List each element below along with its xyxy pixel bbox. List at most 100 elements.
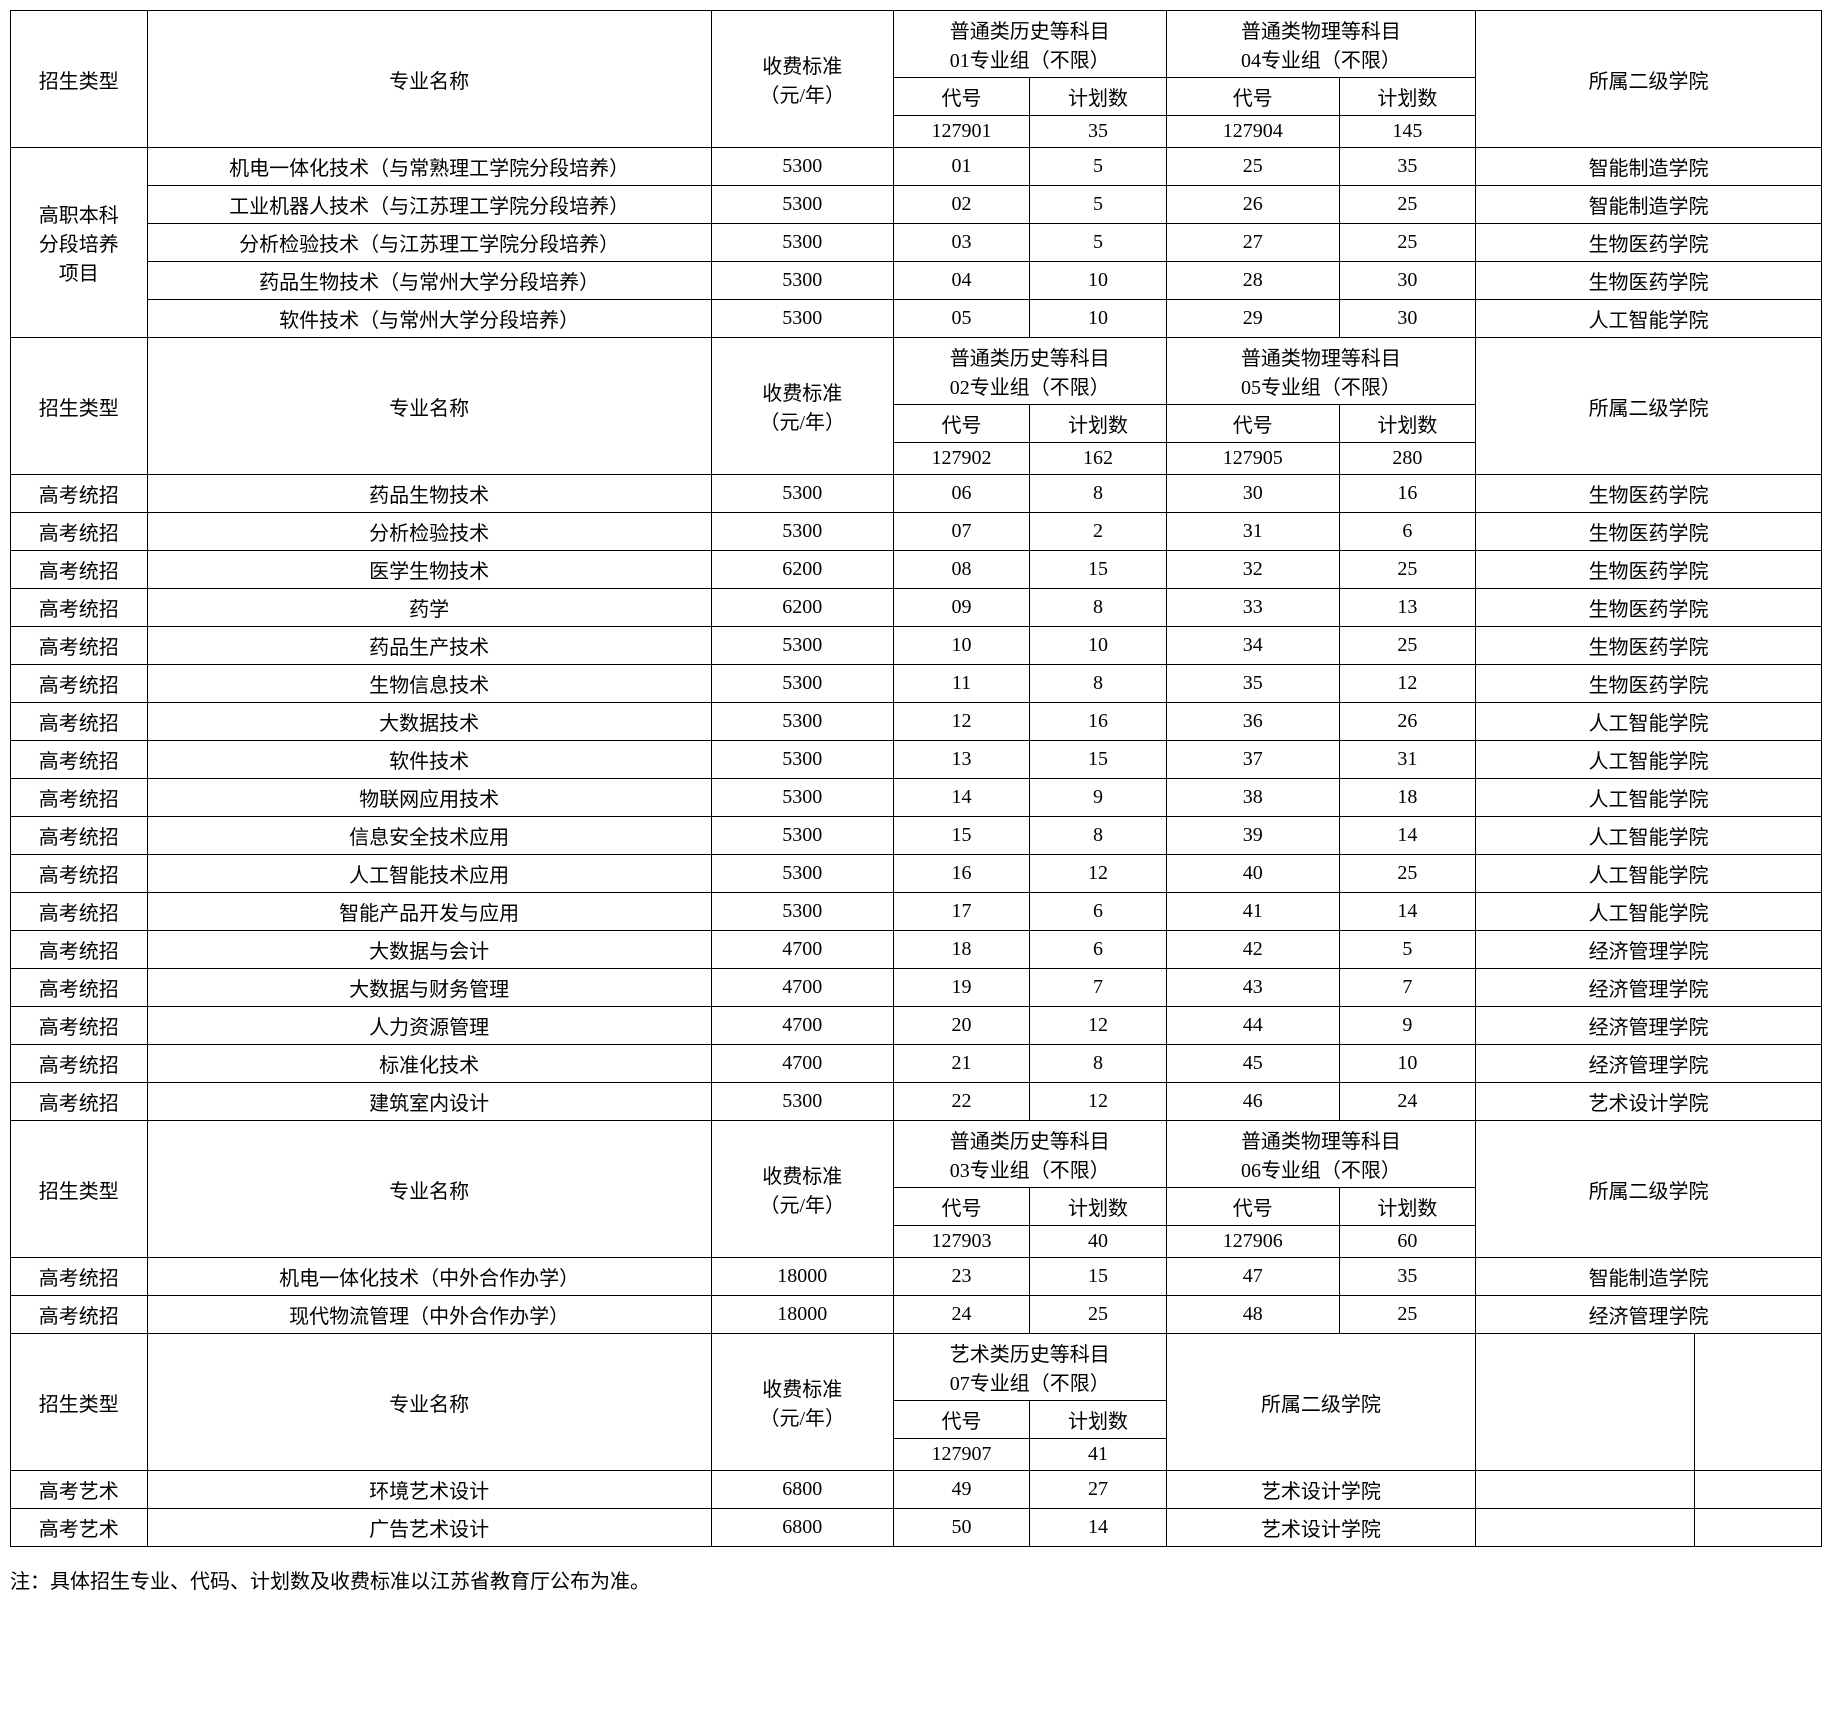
cell-pa: 10	[1030, 627, 1167, 665]
hdr-g07: 艺术类历史等科目07专业组（不限）	[893, 1334, 1166, 1401]
s1-gcode-a: 127901	[893, 116, 1030, 148]
cell-col: 生物医药学院	[1476, 224, 1822, 262]
cell-fee: 5300	[711, 817, 893, 855]
s3-type: 高考统招	[11, 1296, 148, 1334]
hdr-type: 招生类型	[11, 338, 148, 475]
hdr-code: 代号	[893, 1188, 1030, 1226]
s2-type: 高考统招	[11, 703, 148, 741]
cell-cb: 26	[1166, 186, 1339, 224]
cell-ca: 19	[893, 969, 1030, 1007]
hdr-plan: 计划数	[1030, 1401, 1167, 1439]
cell-major: 建筑室内设计	[147, 1083, 711, 1121]
cell-col: 生物医药学院	[1476, 475, 1822, 513]
cell-major: 药品生产技术	[147, 627, 711, 665]
cell-col: 经济管理学院	[1476, 1007, 1822, 1045]
cell-pa: 12	[1030, 855, 1167, 893]
cell-cb: 27	[1166, 224, 1339, 262]
s1-gplan-a: 35	[1030, 116, 1167, 148]
cell-fee: 6800	[711, 1509, 893, 1547]
cell-major: 工业机器人技术（与江苏理工学院分段培养）	[147, 186, 711, 224]
cell-major: 智能产品开发与应用	[147, 893, 711, 931]
hdr-plan: 计划数	[1339, 405, 1476, 443]
cell-pb: 24	[1339, 1083, 1476, 1121]
cell-fee: 5300	[711, 186, 893, 224]
cell-cb: 35	[1166, 665, 1339, 703]
s2-type: 高考统招	[11, 741, 148, 779]
cell-cb: 40	[1166, 855, 1339, 893]
cell-pa: 5	[1030, 148, 1167, 186]
cell-ca: 49	[893, 1471, 1030, 1509]
cell-pb: 25	[1339, 224, 1476, 262]
hdr-plan: 计划数	[1030, 1188, 1167, 1226]
cell-pa: 12	[1030, 1083, 1167, 1121]
hdr-major: 专业名称	[147, 338, 711, 475]
cell-major: 软件技术	[147, 741, 711, 779]
cell-ca: 06	[893, 475, 1030, 513]
cell-major: 生物信息技术	[147, 665, 711, 703]
s2-type: 高考统招	[11, 551, 148, 589]
s2-gplan-a: 162	[1030, 443, 1167, 475]
s3-gplan-a: 40	[1030, 1226, 1167, 1258]
hdr-fee: 收费标准（元/年）	[711, 1334, 893, 1471]
hdr-college: 所属二级学院	[1476, 338, 1822, 475]
cell-fee: 5300	[711, 741, 893, 779]
cell-fee: 6200	[711, 551, 893, 589]
cell-major: 广告艺术设计	[147, 1509, 711, 1547]
s2-type: 高考统招	[11, 513, 148, 551]
cell-ca: 24	[893, 1296, 1030, 1334]
cell-fee: 5300	[711, 1083, 893, 1121]
s2-type: 高考统招	[11, 893, 148, 931]
hdr-code: 代号	[893, 405, 1030, 443]
cell-pb: 26	[1339, 703, 1476, 741]
cell-cb: 42	[1166, 931, 1339, 969]
cell-major: 机电一体化技术（中外合作办学）	[147, 1258, 711, 1296]
cell-ca: 08	[893, 551, 1030, 589]
cell-col: 生物医药学院	[1476, 665, 1822, 703]
cell-col: 人工智能学院	[1476, 703, 1822, 741]
cell-cb: 47	[1166, 1258, 1339, 1296]
cell-pa: 6	[1030, 893, 1167, 931]
cell-ca: 18	[893, 931, 1030, 969]
hdr-code: 代号	[893, 1401, 1030, 1439]
cell-fee: 5300	[711, 855, 893, 893]
cell-col: 人工智能学院	[1476, 893, 1822, 931]
hdr-plan: 计划数	[1339, 1188, 1476, 1226]
cell-pb: 12	[1339, 665, 1476, 703]
cell-pb: 5	[1339, 931, 1476, 969]
cell-major: 人工智能技术应用	[147, 855, 711, 893]
cell-fee: 5300	[711, 627, 893, 665]
hdr-plan: 计划数	[1030, 78, 1167, 116]
cell-pa: 5	[1030, 186, 1167, 224]
hdr-plan: 计划数	[1030, 405, 1167, 443]
hdr-fee: 收费标准（元/年）	[711, 1121, 893, 1258]
cell-ca: 02	[893, 186, 1030, 224]
cell-pb: 13	[1339, 589, 1476, 627]
cell-pa: 5	[1030, 224, 1167, 262]
cell-cb: 31	[1166, 513, 1339, 551]
cell-col: 人工智能学院	[1476, 300, 1822, 338]
hdr-major: 专业名称	[147, 1334, 711, 1471]
cell-ca: 16	[893, 855, 1030, 893]
cell-pb: 25	[1339, 1296, 1476, 1334]
cell-cb: 29	[1166, 300, 1339, 338]
cell-major: 大数据与会计	[147, 931, 711, 969]
cell-pa: 14	[1030, 1509, 1167, 1547]
cell-ca: 20	[893, 1007, 1030, 1045]
cell-major: 标准化技术	[147, 1045, 711, 1083]
hdr-fee: 收费标准（元/年）	[711, 11, 893, 148]
cell-pb: 16	[1339, 475, 1476, 513]
cell-pb: 14	[1339, 893, 1476, 931]
cell-ca: 15	[893, 817, 1030, 855]
cell-pa: 8	[1030, 817, 1167, 855]
cell-ca: 14	[893, 779, 1030, 817]
cell-pa: 15	[1030, 551, 1167, 589]
s1-gplan-b: 145	[1339, 116, 1476, 148]
cell-fee: 5300	[711, 513, 893, 551]
cell-cb: 41	[1166, 893, 1339, 931]
s2-type: 高考统招	[11, 855, 148, 893]
cell-cb: 44	[1166, 1007, 1339, 1045]
hdr-g04: 普通类物理等科目04专业组（不限）	[1166, 11, 1475, 78]
cell-ca: 04	[893, 262, 1030, 300]
cell-cb: 30	[1166, 475, 1339, 513]
cell-major: 信息安全技术应用	[147, 817, 711, 855]
